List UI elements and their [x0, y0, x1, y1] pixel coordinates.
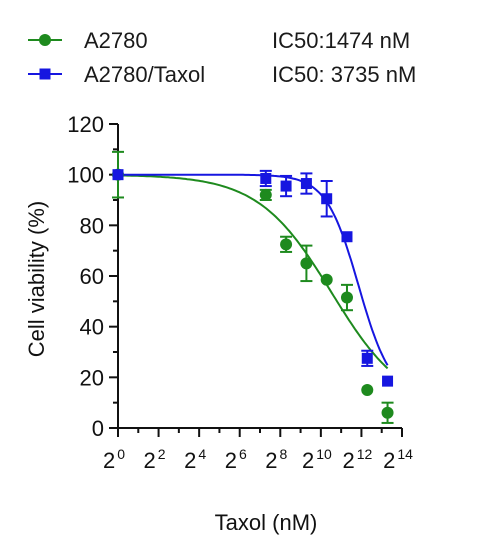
x-tick-exponent: 4: [198, 446, 206, 462]
y-tick-label: 40: [80, 315, 104, 340]
data-point-circle: [300, 257, 313, 270]
x-tick-exponent: 14: [397, 446, 413, 462]
x-tick-base: 2: [265, 448, 277, 473]
x-tick-base: 2: [383, 448, 395, 473]
data-point-square: [361, 352, 373, 364]
data-point-circle: [361, 384, 374, 396]
data-point-square: [260, 172, 272, 184]
x-tick-base: 2: [103, 448, 115, 473]
data-point-square: [382, 375, 394, 387]
y-tick-label: 0: [92, 416, 104, 441]
x-tick-exponent: 12: [357, 446, 373, 462]
legend-series-name: A2780/Taxol: [84, 62, 205, 87]
y-axis-title: Cell viability (%): [24, 201, 49, 357]
x-tick-base: 2: [225, 448, 237, 473]
x-tick-label: 2 10: [302, 446, 332, 473]
y-tick-label: 120: [67, 112, 104, 137]
data-markers: [112, 168, 394, 419]
x-tick-label: 2 12: [343, 446, 373, 473]
x-tick-label: 2 14: [383, 446, 413, 473]
y-tick-label: 100: [67, 163, 104, 188]
x-tick-exponent: 6: [239, 446, 247, 462]
legend-ic50-label: IC50: 3735 nM: [272, 62, 416, 87]
legend-marker-square: [39, 68, 51, 80]
error-bars: [112, 150, 394, 424]
x-tick-exponent: 10: [316, 446, 332, 462]
legend-marker-circle: [39, 34, 51, 46]
x-tick-exponent: 8: [280, 446, 288, 462]
legend-series-name: A2780: [84, 28, 148, 53]
x-axis-title: Taxol (nM): [215, 510, 318, 535]
y-tick-label: 60: [80, 264, 104, 289]
data-point-circle: [340, 291, 353, 304]
x-tick-base: 2: [144, 448, 156, 473]
data-point-circle: [381, 406, 394, 419]
fit-curve: [118, 173, 389, 366]
x-tick-base: 2: [184, 448, 196, 473]
x-tick-exponent: 2: [158, 446, 166, 462]
data-point-square: [341, 231, 353, 243]
x-tick-exponent: 0: [117, 446, 125, 462]
data-point-circle: [259, 188, 272, 201]
data-point-circle: [280, 238, 293, 251]
legend-ic50-label: IC50:1474 nM: [272, 28, 410, 53]
data-point-square: [321, 193, 333, 205]
data-point-circle: [320, 273, 333, 286]
x-tick-base: 2: [343, 448, 355, 473]
y-tick-label: 80: [80, 213, 104, 238]
data-point-square: [112, 169, 124, 181]
y-tick-label: 20: [80, 365, 104, 390]
x-tick-base: 2: [302, 448, 314, 473]
data-point-square: [300, 178, 312, 190]
data-point-square: [280, 180, 292, 192]
legend: A2780 IC50:1474 nM A2780/Taxol IC50: 3735 n…: [28, 28, 416, 87]
fit-curve: [118, 174, 389, 370]
fit-curves: [118, 173, 389, 370]
